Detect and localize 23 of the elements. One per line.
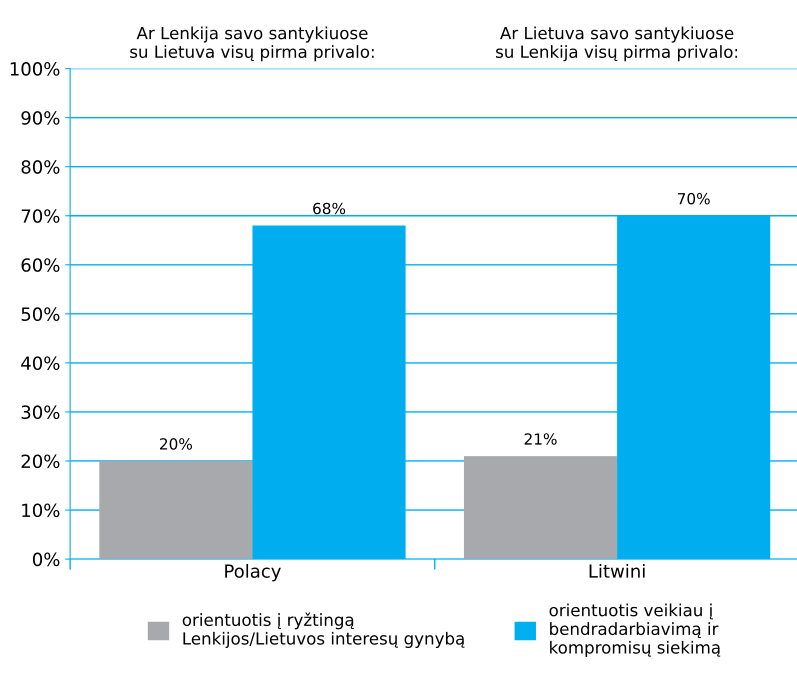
bar (99, 460, 252, 560)
y-tick-label: 10% (22, 504, 60, 518)
y-tick-label: 40% (21, 356, 60, 370)
text: Ar Lenkija savo santykiuose su Lietuva visų pirma privalo: (130, 26, 374, 62)
y-tick-label: 80% (22, 160, 60, 174)
y-tick-label: 60% (22, 258, 60, 272)
x-tick-label: Litwini (590, 564, 645, 578)
text: 20% (160, 438, 192, 450)
text: 68% (313, 202, 346, 214)
y-tick-label: 50% (22, 307, 60, 321)
y-tick-label: 90% (21, 111, 60, 125)
y-tick-label: 20% (22, 454, 60, 468)
y-tick-label: 30% (22, 405, 60, 420)
y-tick-label: 0% (32, 552, 60, 566)
y-tick-label: 100% (10, 62, 60, 76)
x-tick-label: Polacy (225, 564, 281, 582)
legend-label: orientuotis veikiau į bendradarbiavimą ir kompromisų siekimą (550, 604, 720, 657)
y-tick-label: 70% (22, 209, 60, 223)
text: Ar Lietuva savo santykiuose su Lenkija visų pirma privalo: (496, 26, 738, 62)
text: 21% (524, 433, 557, 445)
legend-label: orientuotis į ryžtingą Lenkijos/Lietuvos interesų gynybą (182, 612, 464, 648)
bar (464, 456, 618, 560)
text: 70% (678, 192, 710, 204)
